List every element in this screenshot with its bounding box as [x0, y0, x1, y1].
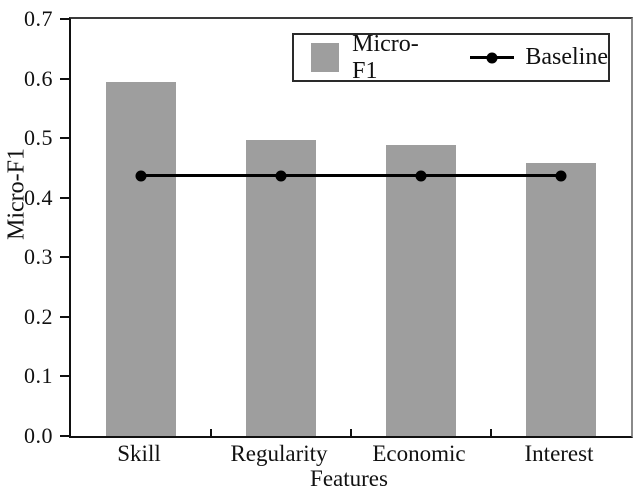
- x-tick-mark: [490, 429, 492, 438]
- y-tick-label: 0.6: [24, 65, 53, 91]
- y-tick-mark: [60, 196, 69, 199]
- legend-item-baseline: Baseline: [438, 44, 608, 71]
- x-category-label-economic: Economic: [372, 441, 466, 466]
- y-tick-mark: [60, 256, 69, 259]
- y-tick-label: 0.7: [24, 6, 53, 31]
- y-tick-mark: [60, 77, 69, 80]
- x-category-label-skill: Skill: [117, 441, 161, 466]
- legend-label-baseline: Baseline: [525, 44, 608, 70]
- baseline-dot: [555, 170, 567, 182]
- bar-skill: [106, 81, 176, 436]
- y-tick-mark: [60, 18, 69, 20]
- bar-regularity: [246, 139, 316, 436]
- baseline-dot: [135, 170, 147, 182]
- y-tick-mark: [60, 435, 69, 437]
- legend-label-micro-f1: Micro-F1: [352, 30, 419, 84]
- legend: Micro-F1 Baseline: [292, 31, 610, 85]
- y-tick-label: 0.1: [24, 363, 53, 389]
- baseline-line: [141, 174, 561, 178]
- baseline-dot: [415, 170, 427, 182]
- baseline-dot: [275, 170, 287, 182]
- x-tick-mark: [350, 429, 352, 438]
- legend-line-marker-icon: [470, 52, 515, 63]
- y-tick-label: 0.2: [24, 303, 53, 329]
- legend-item-micro-f1: Micro-F1: [294, 31, 438, 85]
- y-tick-label: 0.5: [24, 125, 53, 151]
- plot-area: 0.0 0.1 0.2 0.3 0.4 0.5 0.6 0.7: [24, 6, 633, 448]
- legend-dot-icon: [486, 52, 498, 63]
- x-category-label-regularity: Regularity: [230, 441, 328, 466]
- legend-bar-swatch-icon: [311, 43, 340, 72]
- y-tick-mark: [60, 375, 69, 378]
- x-axis-title: Features: [310, 466, 388, 491]
- x-tick-mark: [210, 429, 212, 438]
- bar-interest: [526, 163, 596, 436]
- x-category-label-interest: Interest: [524, 441, 594, 466]
- y-tick-mark: [60, 137, 69, 140]
- bar-economic: [386, 145, 456, 436]
- y-tick-label: 0.0: [24, 423, 53, 448]
- y-tick-mark: [60, 315, 69, 318]
- y-tick-label: 0.4: [24, 184, 53, 210]
- y-axis-title: Micro-F1: [3, 148, 30, 240]
- y-tick-label: 0.3: [24, 244, 53, 270]
